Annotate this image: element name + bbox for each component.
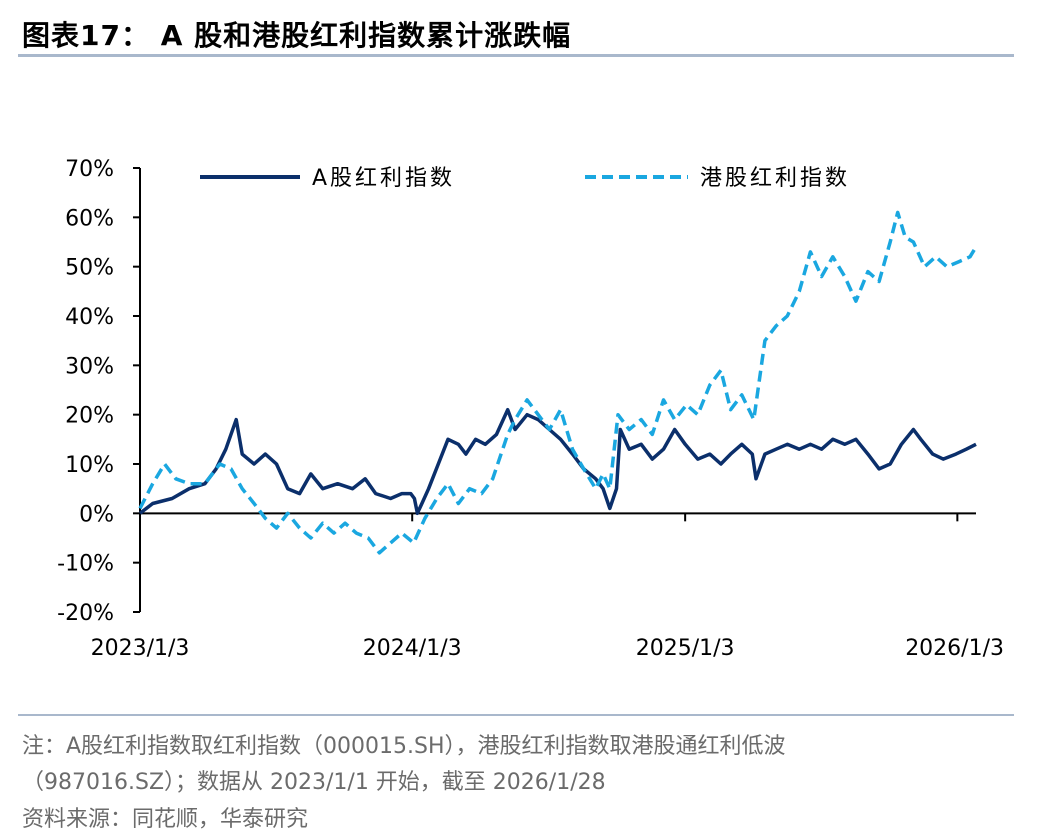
- legend: A股红利指数 港股红利指数: [200, 166, 850, 191]
- y-tick-label: 70%: [65, 157, 114, 182]
- y-tick-label: 30%: [65, 354, 114, 379]
- series-line-0: [138, 407, 977, 516]
- y-tick-label: 60%: [65, 206, 114, 231]
- legend-label-0: A股红利指数: [312, 166, 455, 191]
- x-tick-label: 2024/1/3: [363, 636, 462, 661]
- series-lines: [138, 210, 978, 555]
- legend-label-1: 港股红利指数: [700, 166, 850, 191]
- footer-divider: [18, 714, 1014, 716]
- note-line-1: 注：A股红利指数取红利指数（000015.SH），港股红利指数取港股通红利低波: [22, 734, 786, 759]
- cumulative-return-chart: -20% -10% 0% 10% 20% 30% 40% 50% 60% 70% 2023/1/3…: [57, 157, 1004, 661]
- note-line-2: （987016.SZ）；数据从 2023/1/1 开始，截至 2026/1/28: [22, 770, 606, 795]
- y-tick-label: -10%: [57, 552, 114, 577]
- y-tick-label: 40%: [65, 305, 114, 330]
- title-divider: [18, 54, 1014, 57]
- y-tick-label: 20%: [65, 404, 114, 429]
- y-tick-label: 50%: [65, 256, 114, 281]
- y-tick-label: 10%: [65, 453, 114, 478]
- source-line: 资料来源：同花顺，华泰研究: [22, 807, 309, 832]
- y-tick-label: 0%: [79, 502, 114, 527]
- x-tick-label: 2025/1/3: [636, 636, 735, 661]
- series-line-1: [138, 210, 978, 555]
- x-axis: 2023/1/3 2024/1/3 2025/1/3 2026/1/3: [91, 512, 1004, 661]
- x-tick-label: 2026/1/3: [905, 636, 1004, 661]
- y-axis: -20% -10% 0% 10% 20% 30% 40% 50% 60% 70%: [57, 157, 141, 626]
- page-title: 图表17： A 股和港股红利指数累计涨跌幅: [22, 19, 572, 52]
- y-tick-label: -20%: [57, 601, 114, 626]
- x-tick-label: 2023/1/3: [91, 636, 190, 661]
